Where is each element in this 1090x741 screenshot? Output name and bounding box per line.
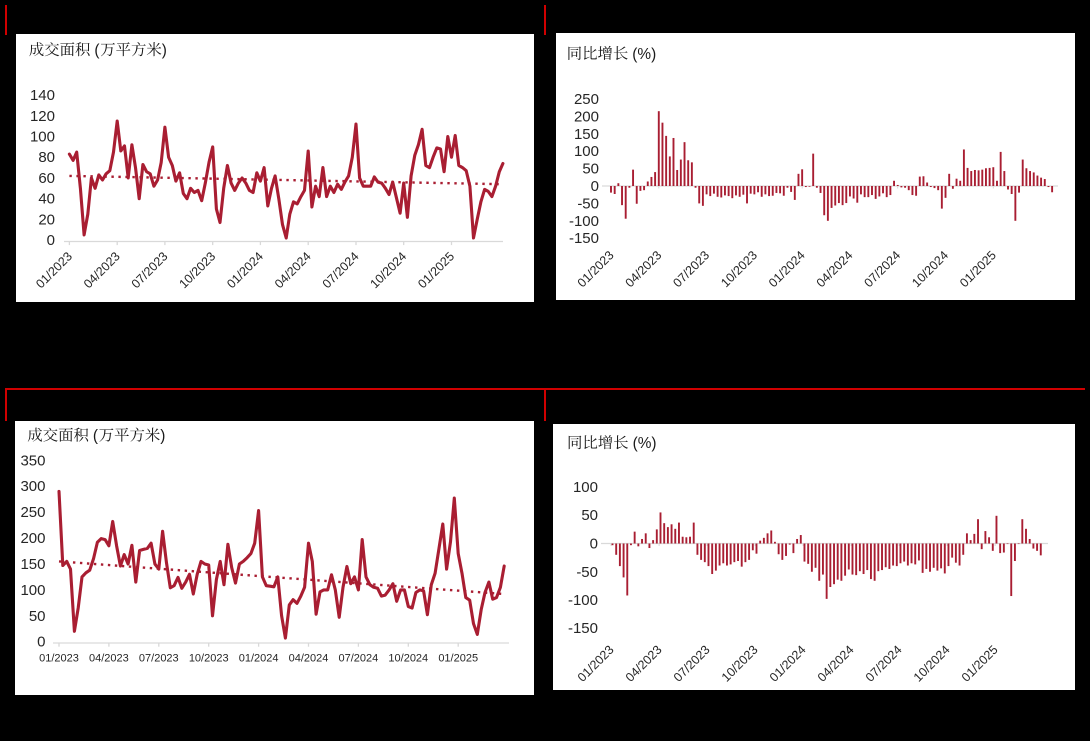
- svg-text:(%): (%): [632, 46, 656, 63]
- svg-text:10/2023: 10/2023: [189, 653, 229, 665]
- svg-text:04/2024: 04/2024: [815, 643, 857, 685]
- svg-text:01/2023: 01/2023: [39, 653, 79, 665]
- svg-text:(%): (%): [633, 435, 657, 452]
- svg-text:250: 250: [20, 504, 45, 521]
- svg-text:20: 20: [38, 211, 55, 228]
- svg-text:07/2024: 07/2024: [339, 653, 379, 665]
- svg-text:60: 60: [38, 170, 55, 187]
- svg-text:): ): [162, 42, 167, 59]
- svg-text:(: (: [94, 42, 100, 59]
- svg-text:01/2023: 01/2023: [575, 643, 617, 685]
- svg-text:100: 100: [20, 582, 45, 599]
- svg-text:0: 0: [47, 232, 55, 249]
- svg-text:10/2024: 10/2024: [911, 643, 953, 685]
- svg-text:01/2024: 01/2024: [767, 643, 809, 685]
- svg-text:150: 150: [574, 126, 599, 143]
- svg-text:250: 250: [574, 91, 599, 108]
- svg-text:140: 140: [30, 87, 55, 104]
- svg-text:350: 350: [20, 452, 45, 469]
- svg-text:10/2024: 10/2024: [388, 653, 428, 665]
- svg-text:07/2023: 07/2023: [139, 653, 179, 665]
- svg-text:01/2023: 01/2023: [575, 248, 617, 290]
- svg-text:01/2024: 01/2024: [766, 248, 808, 290]
- svg-text:01/2025: 01/2025: [438, 653, 478, 665]
- svg-text:01/2023: 01/2023: [33, 249, 75, 291]
- svg-text:04/2023: 04/2023: [81, 249, 123, 291]
- svg-text:07/2023: 07/2023: [129, 249, 171, 291]
- svg-text:50: 50: [582, 161, 599, 178]
- svg-text:200: 200: [574, 108, 599, 125]
- svg-text:01/2024: 01/2024: [224, 249, 266, 291]
- svg-text:50: 50: [581, 507, 598, 524]
- svg-text:-150: -150: [568, 620, 598, 637]
- svg-text:04/2024: 04/2024: [272, 249, 314, 291]
- svg-text:-50: -50: [576, 564, 598, 581]
- svg-text:10/2024: 10/2024: [909, 248, 951, 290]
- svg-text:07/2024: 07/2024: [320, 249, 362, 291]
- svg-text:80: 80: [38, 149, 55, 166]
- svg-text:50: 50: [29, 608, 46, 625]
- svg-text:04/2023: 04/2023: [623, 643, 665, 685]
- svg-text:01/2024: 01/2024: [239, 653, 279, 665]
- svg-text:100: 100: [574, 143, 599, 160]
- svg-text:07/2024: 07/2024: [863, 643, 905, 685]
- svg-text:-50: -50: [577, 195, 599, 212]
- svg-text:): ): [160, 428, 165, 445]
- svg-text:01/2025: 01/2025: [959, 643, 1001, 685]
- svg-text:(: (: [93, 428, 99, 445]
- svg-text:-100: -100: [569, 213, 599, 230]
- svg-text:04/2024: 04/2024: [289, 653, 329, 665]
- svg-text:07/2024: 07/2024: [861, 248, 903, 290]
- svg-text:120: 120: [30, 108, 55, 125]
- svg-text:0: 0: [37, 634, 45, 651]
- svg-text:10/2023: 10/2023: [718, 248, 760, 290]
- svg-text:07/2023: 07/2023: [670, 248, 712, 290]
- svg-text:150: 150: [20, 556, 45, 573]
- svg-text:0: 0: [590, 536, 598, 553]
- svg-text:01/2025: 01/2025: [415, 249, 457, 291]
- svg-text:07/2023: 07/2023: [671, 643, 713, 685]
- svg-text:-150: -150: [569, 230, 599, 247]
- svg-text:100: 100: [30, 129, 55, 146]
- svg-text:0: 0: [591, 178, 599, 195]
- svg-text:-100: -100: [568, 592, 598, 609]
- svg-text:300: 300: [20, 478, 45, 495]
- svg-text:200: 200: [20, 530, 45, 547]
- svg-text:10/2024: 10/2024: [367, 249, 409, 291]
- svg-text:10/2023: 10/2023: [176, 249, 218, 291]
- svg-text:10/2023: 10/2023: [719, 643, 761, 685]
- svg-text:40: 40: [38, 191, 55, 208]
- svg-text:04/2024: 04/2024: [814, 248, 856, 290]
- svg-text:100: 100: [573, 479, 598, 496]
- svg-text:04/2023: 04/2023: [623, 248, 665, 290]
- svg-text:01/2025: 01/2025: [957, 248, 999, 290]
- svg-text:04/2023: 04/2023: [89, 653, 129, 665]
